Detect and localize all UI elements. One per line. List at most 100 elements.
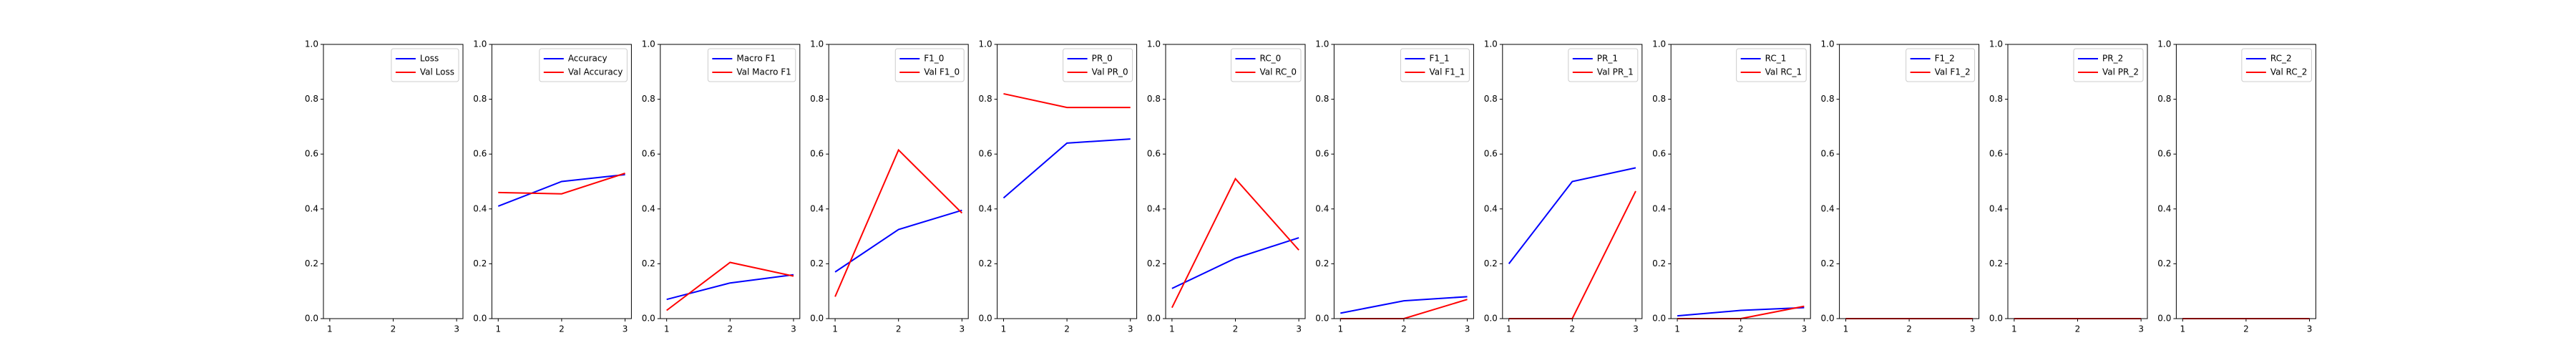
subplot: 0.0 0.2 0.4 0.6 0.8 1.0 1 2 3 F1_2 Val F1_2 [1821, 39, 1980, 334]
legend-label: Val Macro F1 [736, 67, 791, 77]
y-tick-label: 0.4 [1821, 203, 1835, 213]
line-series [1003, 92, 1131, 109]
y-tick-label: 0.8 [473, 94, 487, 104]
x-tick-label: 2 [559, 324, 565, 334]
plot-area [829, 44, 969, 319]
x-tick-label: 2 [1401, 324, 1407, 334]
x-tick-label: 3 [2307, 324, 2313, 334]
y-tick-label: 1.0 [1147, 39, 1161, 49]
legend-label: Val RC_1 [1765, 67, 1802, 77]
axes-frame [1839, 44, 1980, 319]
x-tick-label: 1 [2011, 324, 2017, 334]
y-tick-label: 0.0 [1652, 314, 1666, 324]
y-tick-label: 0.8 [1147, 94, 1161, 104]
y-tick-label: 1.0 [2157, 39, 2171, 49]
legend-box [391, 48, 459, 82]
y-tick-label: 0.6 [473, 149, 487, 159]
legend-box [2073, 48, 2144, 82]
legend-box [707, 48, 796, 82]
x-tick-label: 3 [791, 324, 796, 334]
y-tick-label: 0.2 [1147, 258, 1161, 268]
legend-label: RC_0 [1259, 54, 1281, 64]
legend-label: Macro F1 [736, 54, 776, 64]
y-tick-label: 0.0 [1147, 314, 1161, 324]
line-series [1508, 167, 1636, 265]
x-tick-label: 1 [1843, 324, 1849, 334]
y-tick-label: 0.8 [1989, 94, 2003, 104]
legend-label: PR_0 [1092, 54, 1113, 64]
y-tick-label: 0.8 [1315, 94, 1329, 104]
subplot: 0.0 0.2 0.4 0.6 0.8 1.0 1 2 3 Accuracy Val Accurac… [473, 39, 632, 334]
x-tick-label: 2 [2075, 324, 2081, 334]
axes-frame [660, 44, 801, 319]
line-series [834, 209, 962, 273]
legend-label: RC_1 [1765, 54, 1787, 64]
y-tick-label: 0.6 [1315, 149, 1329, 159]
legend: PR_0 Val PR_0 [1063, 48, 1133, 82]
x-tick-label: 1 [1337, 324, 1343, 334]
axes-frame [997, 44, 1138, 319]
legend-label: F1_0 [924, 54, 944, 64]
line-series [666, 261, 794, 311]
y-tick-label: 1.0 [305, 39, 318, 49]
legend-label: Val F1_1 [1429, 67, 1465, 77]
y-tick-label: 0.8 [810, 94, 824, 104]
legend-label: Val PR_2 [2102, 67, 2139, 77]
y-tick-label: 1.0 [1989, 39, 2003, 49]
legend: Macro F1 Val Macro F1 [707, 48, 796, 82]
x-tick-label: 1 [1506, 324, 1512, 334]
y-tick-label: 0.8 [2157, 94, 2171, 104]
legend-box [1230, 48, 1302, 82]
x-tick-label: 3 [1802, 324, 1807, 334]
x-tick-label: 3 [960, 324, 965, 334]
y-tick-label: 0.6 [810, 149, 824, 159]
x-tick-label: 1 [327, 324, 333, 334]
y-tick-label: 0.4 [810, 203, 824, 213]
y-tick-label: 0.2 [1484, 258, 1498, 268]
axes-frame [491, 44, 632, 319]
x-tick-label: 3 [2138, 324, 2144, 334]
x-tick-label: 1 [495, 324, 501, 334]
y-tick-label: 1.0 [979, 39, 992, 49]
legend-label: RC_2 [2270, 54, 2292, 64]
axes-frame [1165, 44, 1306, 319]
y-tick-label: 0.0 [1821, 314, 1835, 324]
legend-label: Val F1_0 [924, 67, 960, 77]
x-tick-label: 1 [1001, 324, 1007, 334]
plot-area [997, 44, 1137, 319]
y-tick-label: 0.0 [979, 314, 992, 324]
x-tick-label: 3 [1296, 324, 1302, 334]
y-tick-label: 0.0 [473, 314, 487, 324]
axes-frame [2007, 44, 2148, 319]
x-tick-label: 2 [896, 324, 902, 334]
y-tick-label: 0.0 [1989, 314, 2003, 324]
y-tick-label: 1.0 [1821, 39, 1835, 49]
y-tick-label: 1.0 [810, 39, 824, 49]
y-tick-label: 0.6 [1652, 149, 1666, 159]
y-tick-label: 0.2 [1315, 258, 1329, 268]
y-tick-label: 1.0 [473, 39, 487, 49]
x-tick-label: 1 [1674, 324, 1680, 334]
x-tick-label: 3 [454, 324, 459, 334]
y-tick-label: 0.4 [473, 203, 487, 213]
y-tick-label: 0.0 [2157, 314, 2171, 324]
y-tick-label: 0.2 [1821, 258, 1835, 268]
subplot: 0.0 0.2 0.4 0.6 0.8 1.0 1 2 3 Macro F1 Val Macro F… [642, 39, 801, 334]
y-tick-label: 0.8 [305, 94, 318, 104]
legend: F1_1 Val F1_1 [1400, 48, 1470, 82]
legend-label: Loss [420, 54, 439, 64]
y-tick-label: 0.6 [305, 149, 318, 159]
y-tick-label: 0.0 [305, 314, 318, 324]
x-tick-label: 3 [623, 324, 628, 334]
x-tick-label: 1 [832, 324, 838, 334]
plot-area [2176, 44, 2316, 319]
subplot: 0.0 0.2 0.4 0.6 0.8 1.0 1 2 3 Loss Val Loss [305, 39, 464, 334]
legend-label: Accuracy [568, 54, 608, 64]
y-tick-label: 0.4 [1147, 203, 1161, 213]
y-tick-label: 0.4 [1989, 203, 2003, 213]
legend-label: Val RC_2 [2270, 67, 2308, 77]
subplot: 0.0 0.2 0.4 0.6 0.8 1.0 1 2 3 RC_0 Val RC_0 [1147, 39, 1306, 334]
legend-label: Val Loss [420, 67, 454, 77]
x-tick-label: 1 [1169, 324, 1175, 334]
